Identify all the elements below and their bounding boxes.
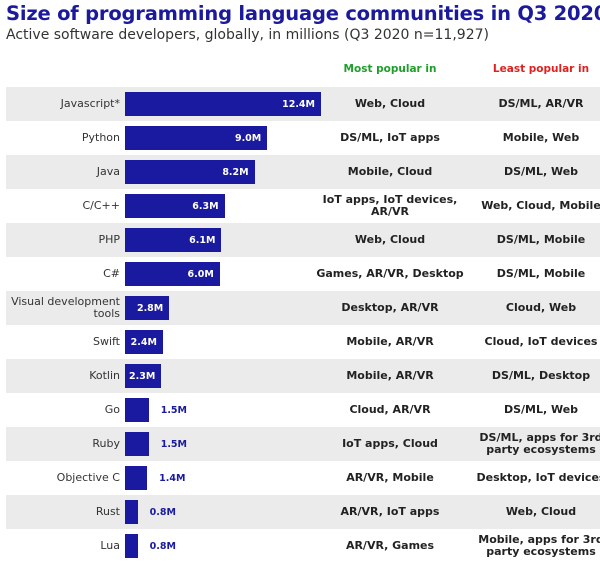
least-popular-cell: Web, Cloud, Mobile	[481, 199, 600, 212]
most-popular-cell: Web, Cloud	[354, 233, 426, 246]
bar	[125, 92, 321, 116]
table-row: Ruby 1.5M IoT apps, Cloud DS/ML, apps for 3…	[6, 427, 600, 461]
table-row: Lua 0.8M AR/VR, Games Mobile, apps for 3rd …	[6, 529, 600, 563]
most-popular-cell: IoT apps, IoT devices, AR/VR	[322, 193, 458, 218]
least-popular-cell: DS/ML, Desktop	[491, 369, 591, 382]
bar	[125, 262, 220, 286]
category-label: Python	[81, 131, 120, 144]
table-row: Objective C 1.4M AR/VR, Mobile Desktop, IoT…	[6, 461, 600, 495]
category-label: C/C++	[82, 199, 120, 212]
least-popular-cell: DS/ML, Web	[503, 403, 579, 416]
data-label: 8.2M	[222, 166, 249, 178]
least-popular-cell: Web, Cloud	[505, 505, 577, 518]
data-label: 2.8M	[136, 302, 164, 314]
bar	[125, 466, 148, 490]
most-popular-cell: Mobile, AR/VR	[346, 335, 434, 348]
least-popular-cell: Cloud, Web	[505, 301, 577, 314]
category-label: Lua	[100, 539, 120, 552]
least-popular-header: Least popular in	[492, 63, 590, 75]
category-label: Kotlin	[89, 369, 120, 382]
least-popular-cell: DS/ML, Mobile	[496, 267, 586, 280]
data-label: 12.4M	[282, 98, 315, 110]
most-popular-cell: AR/VR, IoT apps	[340, 505, 440, 518]
chart-rows: Javascript* 12.4M Web, Cloud DS/ML, AR/VR Py…	[6, 87, 600, 563]
bar	[125, 432, 149, 456]
table-row: Python 9.0M DS/ML, IoT apps Mobile, Web	[6, 121, 600, 155]
table-row: Javascript* 12.4M Web, Cloud DS/ML, AR/VR	[6, 87, 600, 121]
most-popular-cell: AR/VR, Games	[345, 539, 435, 552]
most-popular-cell: Desktop, AR/VR	[341, 301, 439, 314]
table-row: C/C++ 6.3M IoT apps, IoT devices, AR/VR Web…	[6, 189, 600, 223]
bar	[125, 364, 162, 388]
category-label: PHP	[98, 233, 120, 246]
data-label: 2.4M	[130, 336, 157, 348]
least-popular-cell: DS/ML, apps for 3rd party ecosystems	[479, 431, 600, 456]
bar	[125, 398, 149, 422]
table-row: C# 6.0M Games, AR/VR, Desktop DS/ML, Mobile	[6, 257, 600, 291]
least-popular-cell: Mobile, apps for 3rd party ecosystems	[478, 533, 600, 558]
data-label: 6.0M	[187, 268, 214, 280]
category-label: Java	[96, 165, 120, 178]
most-popular-cell: Mobile, Cloud	[347, 165, 433, 178]
most-popular-cell: Games, AR/VR, Desktop	[316, 267, 464, 280]
category-label: Ruby	[92, 437, 120, 450]
most-popular-cell: Mobile, AR/VR	[346, 369, 434, 382]
data-label: 2.3M	[129, 370, 156, 382]
chart-title: Size of programming language communities…	[6, 2, 600, 25]
bar	[125, 500, 138, 524]
category-label: Go	[104, 403, 120, 416]
table-row: Kotlin 2.3M Mobile, AR/VR DS/ML, Desktop	[6, 359, 600, 393]
most-popular-cell: IoT apps, Cloud	[342, 437, 438, 450]
data-label: 6.1M	[189, 234, 216, 246]
data-label: 0.8M	[149, 506, 176, 518]
most-popular-header: Most popular in	[343, 63, 437, 75]
data-label: 6.3M	[192, 200, 219, 212]
category-label: Rust	[95, 505, 120, 518]
data-label: 0.8M	[149, 540, 176, 552]
bar	[125, 126, 268, 150]
data-label: 9.0M	[234, 132, 262, 144]
least-popular-cell: DS/ML, Web	[503, 165, 579, 178]
least-popular-cell: Mobile, Web	[502, 131, 580, 144]
most-popular-cell: Web, Cloud	[354, 97, 426, 110]
chart-subtitle: Active software developers, globally, in…	[6, 27, 489, 43]
category-label: Javascript*	[60, 97, 120, 110]
most-popular-cell: AR/VR, Mobile	[346, 471, 434, 484]
most-popular-cell: Cloud, AR/VR	[349, 403, 431, 416]
table-row: Rust 0.8M AR/VR, IoT apps Web, Cloud	[6, 495, 600, 529]
least-popular-cell: DS/ML, Mobile	[496, 233, 586, 246]
least-popular-cell: Desktop, IoT devices	[476, 471, 600, 484]
data-label: 1.5M	[160, 404, 187, 416]
category-label: Swift	[92, 335, 120, 348]
least-popular-cell: DS/ML, AR/VR	[498, 97, 584, 110]
table-row: Swift 2.4M Mobile, AR/VR Cloud, IoT devices	[6, 325, 600, 359]
table-row: Java 8.2M Mobile, Cloud DS/ML, Web	[6, 155, 600, 189]
bar	[125, 330, 163, 354]
most-popular-cell: DS/ML, IoT apps	[340, 131, 440, 144]
bar	[125, 194, 225, 218]
bar	[125, 534, 138, 558]
data-label: 1.4M	[159, 472, 186, 484]
table-row: Visual development tools 2.8M Desktop, AR/…	[6, 291, 600, 325]
data-label: 1.5M	[160, 438, 187, 450]
bar	[125, 296, 170, 320]
category-label: C#	[103, 267, 120, 280]
least-popular-cell: Cloud, IoT devices	[484, 335, 598, 348]
bar	[125, 160, 255, 184]
category-label: Visual development tools	[11, 295, 120, 320]
bar	[125, 228, 222, 252]
category-label: Objective C	[56, 471, 120, 484]
table-row: Go 1.5M Cloud, AR/VR DS/ML, Web	[6, 393, 600, 427]
table-row: PHP 6.1M Web, Cloud DS/ML, Mobile	[6, 223, 600, 257]
